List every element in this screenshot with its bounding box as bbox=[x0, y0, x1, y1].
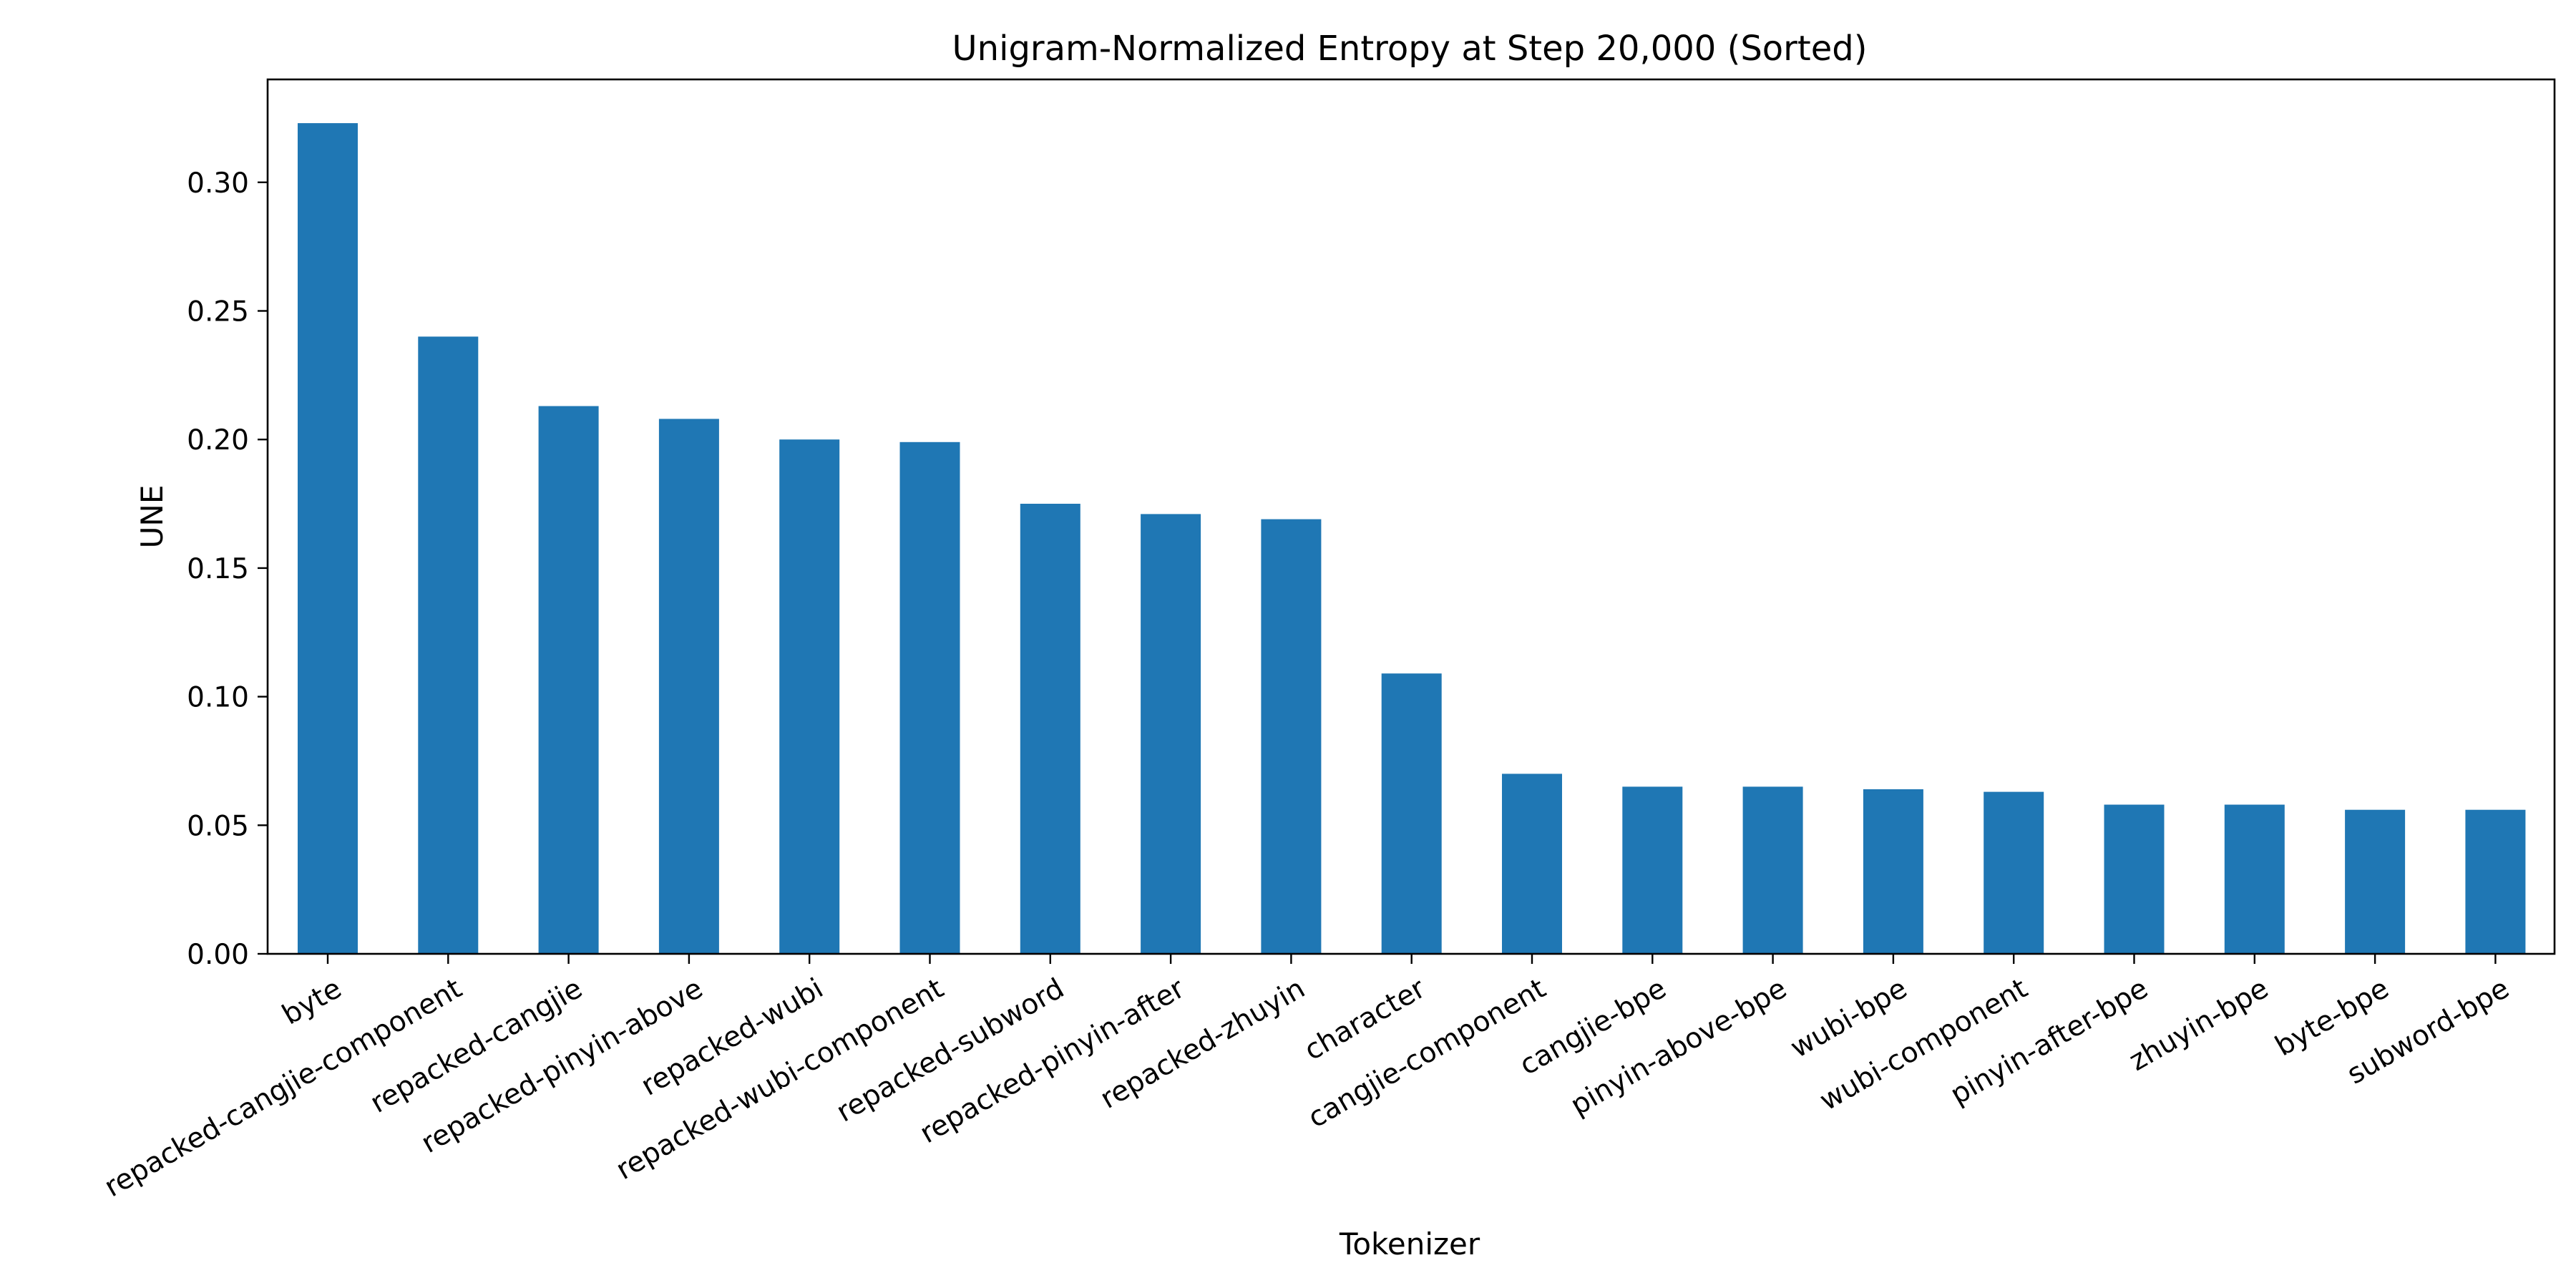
bar-repacked-zhuyin bbox=[1261, 519, 1322, 954]
bar-repacked-pinyin-above bbox=[658, 419, 719, 954]
bar-pinyin-above-bpe bbox=[1742, 786, 1803, 954]
bar-repacked-subword bbox=[1020, 504, 1080, 954]
bar-repacked-wubi bbox=[779, 439, 840, 954]
bar-repacked-pinyin-after bbox=[1141, 514, 1201, 954]
x-tick-label: pinyin-after-bpe bbox=[1945, 972, 2153, 1111]
x-tick-label: repacked-zhuyin bbox=[1095, 972, 1310, 1116]
bars-group bbox=[298, 123, 2526, 955]
x-axis-label: Tokenizer bbox=[1339, 1226, 1480, 1262]
bar-character bbox=[1381, 673, 1442, 954]
y-tick-label: 0.30 bbox=[187, 167, 249, 200]
y-axis: 0.00 0.05 0.10 0.15 0.20 0.25 0.30 bbox=[187, 167, 268, 971]
chart-title: Unigram-Normalized Entropy at Step 20,00… bbox=[952, 29, 1868, 69]
plot-frame bbox=[266, 78, 2556, 955]
bar-repacked-wubi-component bbox=[899, 441, 960, 954]
x-tick-label: wubi-component bbox=[1815, 972, 2034, 1117]
x-axis: byterepacked-cangjie-componentrepacked-c… bbox=[99, 954, 2514, 1204]
bar-pinyin-after-bpe bbox=[2104, 804, 2165, 954]
y-tick-label: 0.15 bbox=[187, 553, 249, 585]
bar-repacked-cangjie-component bbox=[418, 336, 479, 954]
x-tick-label: byte bbox=[277, 972, 347, 1032]
bar-wubi-component bbox=[1984, 791, 2044, 954]
y-axis-label: UNE bbox=[135, 485, 170, 549]
bar-byte bbox=[298, 123, 358, 955]
bar-cangjie-bpe bbox=[1622, 786, 1683, 954]
bar-cangjie-component bbox=[1502, 774, 1562, 954]
bar-byte-bpe bbox=[2345, 809, 2406, 954]
y-tick-label: 0.00 bbox=[187, 939, 249, 971]
y-tick-label: 0.20 bbox=[187, 424, 249, 457]
y-tick-label: 0.10 bbox=[187, 682, 249, 714]
bar-repacked-cangjie bbox=[538, 406, 599, 954]
bar-wubi-bpe bbox=[1863, 789, 1923, 954]
x-tick-label: pinyin-above-bpe bbox=[1565, 972, 1792, 1122]
bar-subword-bpe bbox=[2465, 809, 2526, 954]
y-tick-label: 0.05 bbox=[187, 810, 249, 842]
bar-zhuyin-bpe bbox=[2224, 804, 2285, 954]
y-tick-label: 0.25 bbox=[187, 296, 249, 328]
